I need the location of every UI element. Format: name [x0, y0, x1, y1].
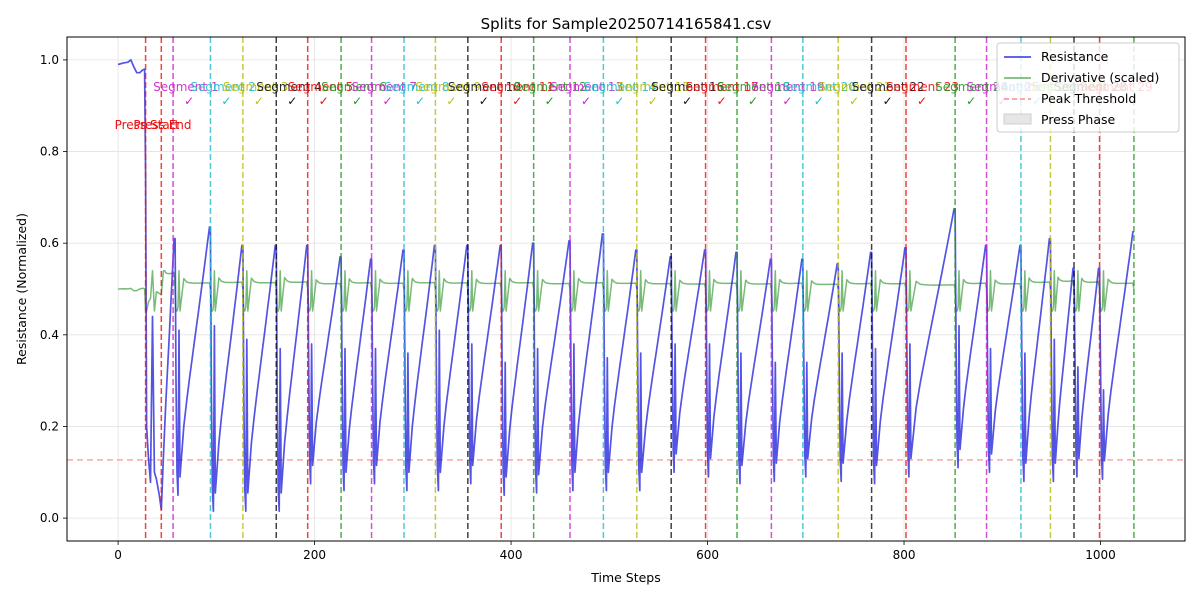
- segment-label: Segment 18: [717, 80, 790, 94]
- segment-label: Segment 13: [550, 80, 623, 94]
- segment-label: Segment 24: [935, 80, 1008, 94]
- check-mark: ✓: [383, 94, 393, 108]
- x-tick-label: 1000: [1085, 548, 1116, 562]
- x-tick-label: 800: [893, 548, 916, 562]
- segment-label: Segment 10: [448, 80, 521, 94]
- segment-label: Segment 6: [321, 80, 386, 94]
- chart-title: Splits for Sample20250714165841.csv: [481, 15, 772, 33]
- legend-press-swatch: [1003, 113, 1032, 125]
- segment-label: Segment 11: [481, 80, 554, 94]
- check-mark: ✓: [287, 94, 297, 108]
- y-tick-label: 0.6: [40, 236, 59, 250]
- check-mark: ✓: [748, 94, 758, 108]
- y-tick-label: 0.2: [40, 419, 59, 433]
- legend-box: [996, 42, 1180, 133]
- split-lines: [144, 37, 1135, 541]
- segment-label: Segment 12: [514, 80, 587, 94]
- segment-label: Segment 17: [686, 80, 759, 94]
- check-mark: ✓: [883, 94, 893, 108]
- check-mark: ✓: [648, 94, 658, 108]
- derivative-line: [118, 269, 1135, 312]
- legend: Resistance Derivative (scaled) Peak Thre…: [996, 42, 1180, 133]
- plot-frame: [66, 36, 1186, 542]
- segment-label: Segment 19: [751, 80, 824, 94]
- check-mark: ✓: [254, 94, 264, 108]
- x-tick-label: 0: [114, 548, 122, 562]
- check-mark: ✓: [415, 94, 425, 108]
- x-tick-label: 600: [696, 548, 719, 562]
- y-tick-label: 1.0: [40, 53, 59, 67]
- legend-threshold-label: Peak Threshold: [1041, 91, 1136, 106]
- press-start-label: Press Start: [115, 118, 180, 132]
- segment-label: Segment 9: [415, 80, 480, 94]
- check-mark: ✓: [682, 94, 692, 108]
- resistance-series: [117, 59, 1134, 513]
- y-tick-label: 0.8: [40, 145, 59, 159]
- segment-label: Segment 22: [852, 80, 925, 94]
- check-mark: ✓: [782, 94, 792, 108]
- x-tick-label: 400: [500, 548, 523, 562]
- derivative-series: [118, 269, 1135, 312]
- resistance-line: [117, 59, 1134, 513]
- segment-label: Segment 21: [818, 80, 891, 94]
- check-mark: ✓: [512, 94, 522, 108]
- check-mark: ✓: [221, 94, 231, 108]
- legend-resistance-label: Resistance: [1041, 49, 1109, 64]
- check-mark: ✓: [545, 94, 555, 108]
- press-end-label: Press End: [133, 118, 191, 132]
- check-mark: ✓: [352, 94, 362, 108]
- segment-label: Segment 8: [384, 80, 449, 94]
- segment-label: Segment 14: [583, 80, 656, 94]
- legend-press-label: Press Phase: [1041, 112, 1116, 127]
- x-tick-label: 200: [303, 548, 326, 562]
- segment-label: Segment 5: [288, 80, 353, 94]
- segment-label: Segment 23: [886, 80, 959, 94]
- segment-label: Segment 2: [190, 80, 255, 94]
- segment-label: Segment 7: [352, 80, 417, 94]
- segment-label: Segment 16: [651, 80, 724, 94]
- check-mark: ✓: [184, 94, 194, 108]
- check-mark: ✓: [717, 94, 727, 108]
- segment-label: Segment 3: [223, 80, 288, 94]
- segment-label: Segment 4: [256, 80, 321, 94]
- check-mark: ✓: [446, 94, 456, 108]
- check-mark: ✓: [849, 94, 859, 108]
- check-mark: ✓: [319, 94, 329, 108]
- check-marks: ✓✓✓✓✓✓✓✓✓✓✓✓✓✓✓✓✓✓✓✓✓✓✓✓✓✓✓✓✓: [184, 94, 1120, 108]
- segment-label: Segment 20: [783, 80, 856, 94]
- check-mark: ✓: [479, 94, 489, 108]
- legend-derivative-label: Derivative (scaled): [1041, 70, 1159, 85]
- segment-label: Segment 15: [617, 80, 690, 94]
- x-axis-label: Time Steps: [590, 570, 661, 585]
- check-mark: ✓: [917, 94, 927, 108]
- check-mark: ✓: [581, 94, 591, 108]
- check-mark: ✓: [614, 94, 624, 108]
- check-mark: ✓: [814, 94, 824, 108]
- y-tick-label: 0.4: [40, 328, 59, 342]
- check-mark: ✓: [966, 94, 976, 108]
- x-axis-ticks: 0 200 400 600 800 1000: [114, 541, 1116, 562]
- y-axis-label: Resistance (Normalized): [14, 213, 29, 365]
- segment-label: Segment 1: [153, 80, 218, 94]
- y-axis-ticks: 0.0 0.2 0.4 0.6 0.8 1.0: [40, 53, 67, 525]
- y-tick-label: 0.0: [40, 511, 59, 525]
